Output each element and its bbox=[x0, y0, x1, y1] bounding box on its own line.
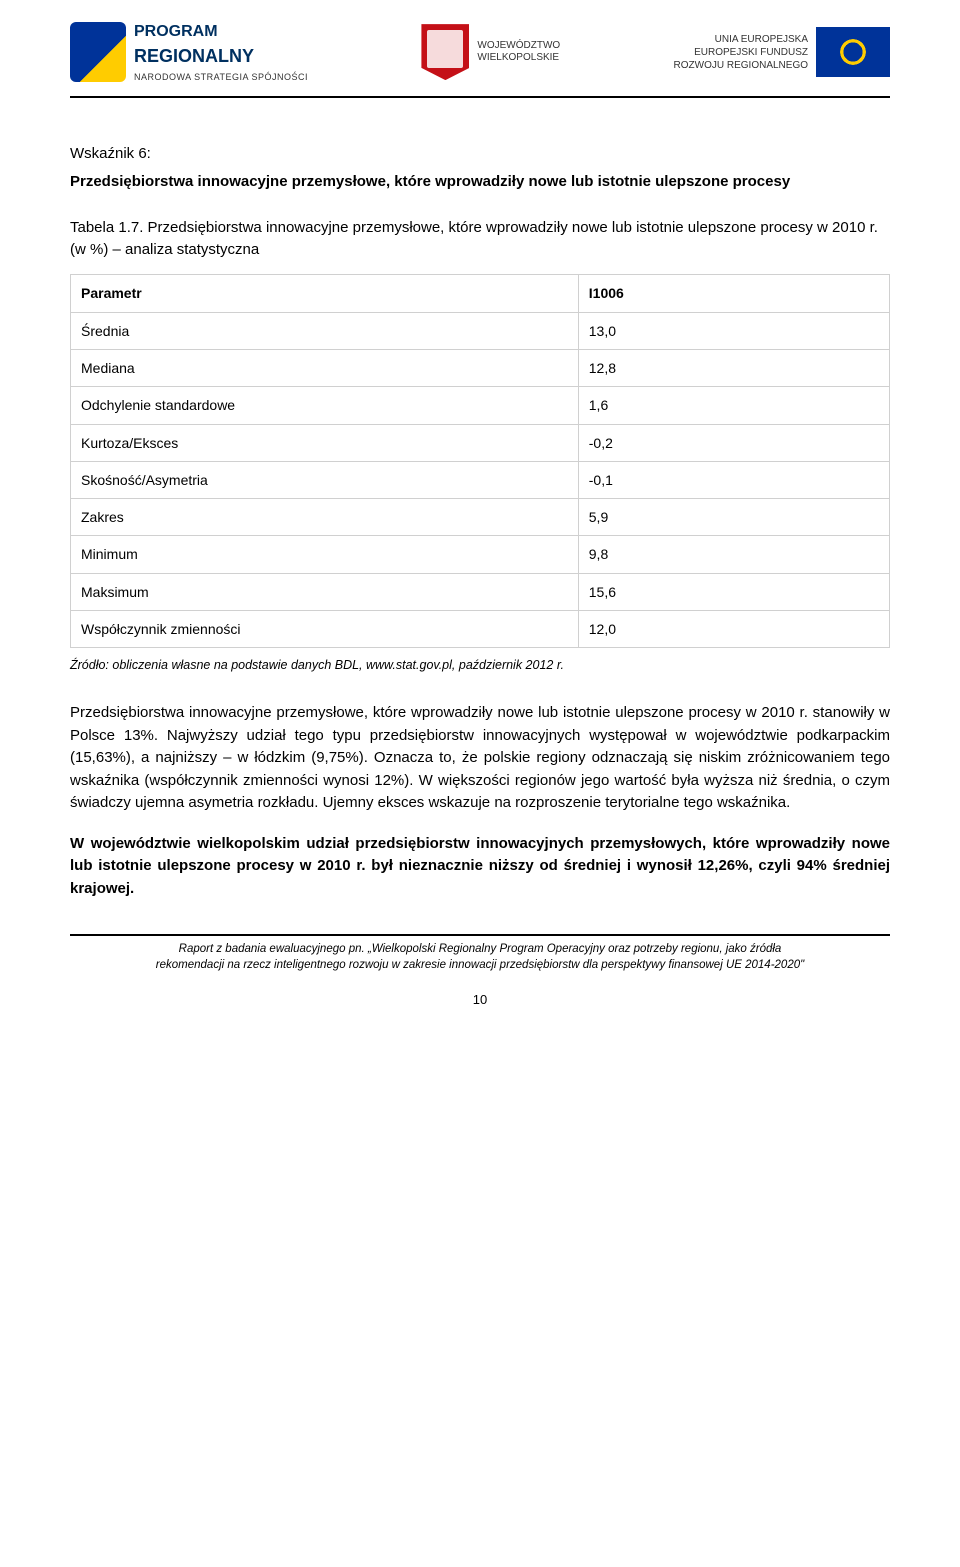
logo-middle-text: WOJEWÓDZTWO WIELKOPOLSKIE bbox=[477, 40, 560, 65]
logo-left-line1: PROGRAM bbox=[134, 20, 308, 43]
value-cell: -0,2 bbox=[578, 424, 889, 461]
table-row: Skośność/Asymetria-0,1 bbox=[71, 461, 890, 498]
param-cell: Kurtoza/Eksces bbox=[71, 424, 579, 461]
header-logos: PROGRAM REGIONALNY NARODOWA STRATEGIA SP… bbox=[70, 20, 890, 98]
logo-left-line2: REGIONALNY bbox=[134, 43, 308, 69]
param-cell: Mediana bbox=[71, 349, 579, 386]
program-regionalny-icon bbox=[70, 22, 126, 82]
logo-right-text: UNIA EUROPEJSKA EUROPEJSKI FUNDUSZ ROZWO… bbox=[674, 33, 808, 72]
param-cell: Maksimum bbox=[71, 573, 579, 610]
value-cell: 1,6 bbox=[578, 387, 889, 424]
table-row: Odchylenie standardowe1,6 bbox=[71, 387, 890, 424]
logo-middle-line2: WIELKOPOLSKIE bbox=[477, 52, 560, 65]
logo-right-line2: EUROPEJSKI FUNDUSZ bbox=[674, 46, 808, 59]
wielkopolskie-crest-icon bbox=[421, 24, 469, 80]
page-footer: Raport z badania ewaluacyjnego pn. „Wiel… bbox=[70, 934, 890, 1009]
table-header-param: Parametr bbox=[71, 275, 579, 312]
value-cell: 15,6 bbox=[578, 573, 889, 610]
value-cell: 5,9 bbox=[578, 499, 889, 536]
param-cell: Współczynnik zmienności bbox=[71, 611, 579, 648]
logo-left-text: PROGRAM REGIONALNY NARODOWA STRATEGIA SP… bbox=[134, 20, 308, 84]
logo-right-line1: UNIA EUROPEJSKA bbox=[674, 33, 808, 46]
table-header-row: Parametr I1006 bbox=[71, 275, 890, 312]
table-row: Maksimum15,6 bbox=[71, 573, 890, 610]
logo-left-line3: NARODOWA STRATEGIA SPÓJNOŚCI bbox=[134, 71, 308, 84]
footer-line-2: rekomendacji na rzecz inteligentnego roz… bbox=[70, 958, 890, 974]
value-cell: 13,0 bbox=[578, 312, 889, 349]
table-body: Średnia13,0 Mediana12,8 Odchylenie stand… bbox=[71, 312, 890, 648]
value-cell: 9,8 bbox=[578, 536, 889, 573]
stats-table: Parametr I1006 Średnia13,0 Mediana12,8 O… bbox=[70, 274, 890, 648]
table-row: Współczynnik zmienności12,0 bbox=[71, 611, 890, 648]
value-cell: 12,0 bbox=[578, 611, 889, 648]
page-number: 10 bbox=[70, 991, 890, 1009]
table-header-value: I1006 bbox=[578, 275, 889, 312]
logo-middle: WOJEWÓDZTWO WIELKOPOLSKIE bbox=[421, 24, 560, 80]
param-cell: Odchylenie standardowe bbox=[71, 387, 579, 424]
eu-flag-icon bbox=[816, 27, 890, 77]
param-cell: Zakres bbox=[71, 499, 579, 536]
table-source: Źródło: obliczenia własne na podstawie d… bbox=[70, 656, 890, 674]
table-row: Mediana12,8 bbox=[71, 349, 890, 386]
logo-middle-line1: WOJEWÓDZTWO bbox=[477, 40, 560, 53]
value-cell: -0,1 bbox=[578, 461, 889, 498]
table-row: Minimum9,8 bbox=[71, 536, 890, 573]
table-caption: Tabela 1.7. Przedsiębiorstwa innowacyjne… bbox=[70, 217, 890, 261]
value-cell: 12,8 bbox=[578, 349, 889, 386]
body-paragraph-1: Przedsiębiorstwa innowacyjne przemysłowe… bbox=[70, 702, 890, 815]
table-row: Średnia13,0 bbox=[71, 312, 890, 349]
indicator-title: Przedsiębiorstwa innowacyjne przemysłowe… bbox=[70, 171, 890, 193]
logo-left: PROGRAM REGIONALNY NARODOWA STRATEGIA SP… bbox=[70, 20, 308, 84]
indicator-label: Wskaźnik 6: bbox=[70, 143, 890, 165]
logo-right: UNIA EUROPEJSKA EUROPEJSKI FUNDUSZ ROZWO… bbox=[674, 27, 890, 77]
body-paragraph-2: W województwie wielkopolskim udział prze… bbox=[70, 833, 890, 901]
param-cell: Średnia bbox=[71, 312, 579, 349]
footer-line-1: Raport z badania ewaluacyjnego pn. „Wiel… bbox=[70, 942, 890, 958]
table-row: Zakres5,9 bbox=[71, 499, 890, 536]
param-cell: Skośność/Asymetria bbox=[71, 461, 579, 498]
param-cell: Minimum bbox=[71, 536, 579, 573]
logo-right-line3: ROZWOJU REGIONALNEGO bbox=[674, 59, 808, 72]
table-row: Kurtoza/Eksces-0,2 bbox=[71, 424, 890, 461]
